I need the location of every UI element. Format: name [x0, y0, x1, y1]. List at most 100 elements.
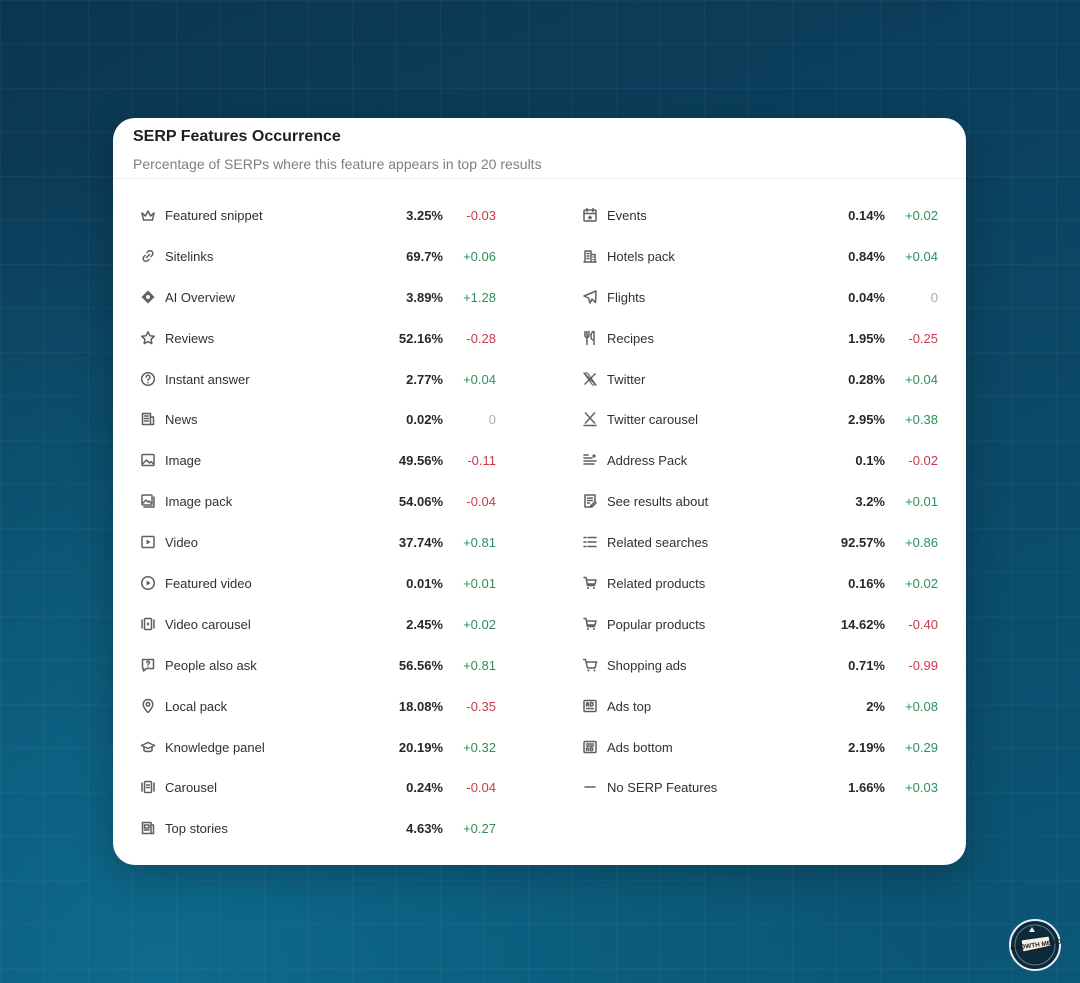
feature-row: Related searches 92.57% +0.86 [581, 522, 961, 563]
feature-change: -0.02 [908, 453, 938, 469]
feature-row: Video 37.74% +0.81 [139, 522, 519, 563]
feature-name: Image pack [165, 494, 233, 510]
feature-percent: 0.16% [848, 576, 885, 592]
feature-row: Twitter carousel 2.95% +0.38 [581, 399, 961, 440]
feature-change: -0.99 [908, 657, 938, 673]
feature-percent: 2% [866, 698, 885, 714]
list-icon [581, 533, 599, 551]
feature-name: Address Pack [607, 453, 688, 469]
feature-change: 0 [930, 289, 938, 305]
feature-percent: 0.04% [848, 289, 885, 305]
feature-percent: 0.01% [406, 576, 443, 592]
feature-row: Featured video 0.01% +0.01 [139, 563, 519, 604]
feature-name: No SERP Features [607, 780, 718, 796]
feature-name: Flights [607, 289, 646, 305]
feature-change: +0.38 [905, 412, 938, 428]
feature-row: Shopping ads 0.71% -0.99 [581, 645, 961, 686]
ad-bottom-icon [581, 738, 599, 756]
feature-percent: 0.14% [848, 208, 885, 223]
feature-row: Image 49.56% -0.11 [139, 440, 519, 481]
feature-name: Ads bottom [607, 739, 673, 755]
newspaper-icon [139, 410, 157, 428]
feature-row: Instant answer 2.77% +0.04 [139, 359, 519, 400]
feature-change: +1.28 [463, 289, 496, 305]
feature-row: Top stories 4.63% +0.27 [139, 808, 519, 849]
crown-icon [139, 206, 157, 224]
feature-change: -0.25 [908, 330, 938, 346]
feature-change: -0.28 [466, 330, 496, 346]
x-logo-icon [581, 370, 599, 388]
feature-change: +0.81 [463, 535, 496, 551]
feature-percent: 3.89% [406, 289, 443, 305]
growth-memo-logo: GROWTH MEMO [999, 918, 1069, 974]
serp-features-card: SERP Features Occurrence Percentage of S… [113, 118, 966, 865]
feature-name: Instant answer [165, 371, 250, 387]
feature-change: +0.32 [463, 739, 496, 755]
sparkle-icon [139, 288, 157, 306]
feature-percent: 18.08% [398, 698, 443, 714]
feature-name: Twitter carousel [607, 412, 699, 428]
feature-name: Reviews [165, 330, 215, 346]
feature-change: +0.08 [905, 698, 938, 714]
feature-percent: 49.56% [398, 453, 443, 469]
feature-row: Featured snippet 3.25% -0.03 [139, 195, 519, 236]
feature-row: Reviews 52.16% -0.28 [139, 318, 519, 359]
feature-percent: 92.57% [840, 535, 885, 551]
carousel-icon [139, 778, 157, 796]
feature-change: +0.29 [905, 739, 938, 755]
feature-row: Video carousel 2.45% +0.02 [139, 604, 519, 645]
star-icon [139, 329, 157, 347]
feature-change: +0.81 [463, 657, 496, 673]
feature-percent: 3.2% [855, 494, 885, 510]
feature-percent: 0.02% [406, 412, 443, 428]
plane-icon [581, 288, 599, 306]
feature-row: See results about 3.2% +0.01 [581, 481, 961, 522]
feature-change: +0.01 [905, 494, 938, 510]
cart-icon [581, 574, 599, 592]
feature-name: Featured snippet [165, 208, 263, 223]
feature-percent: 0.28% [848, 371, 885, 387]
feature-row: Knowledge panel 20.19% +0.32 [139, 727, 519, 768]
utensils-icon [581, 329, 599, 347]
feature-name: News [165, 412, 198, 428]
feature-row: Flights 0.04% 0 [581, 277, 961, 318]
feature-row: Address Pack 0.1% -0.02 [581, 440, 961, 481]
image-icon [139, 451, 157, 469]
feature-name: Featured video [165, 576, 252, 592]
features-column-right: Events 0.14% +0.02 Hotels pack 0.84% +0.04 Fli… [581, 195, 961, 808]
feature-row: Carousel 0.24% -0.04 [139, 767, 519, 808]
features-column-left: Featured snippet 3.25% -0.03 Sitelinks 69.7%… [139, 195, 519, 849]
feature-percent: 2.77% [406, 371, 443, 387]
feature-row: Sitelinks 69.7% +0.06 [139, 236, 519, 277]
feature-name: Carousel [165, 780, 218, 796]
map-pin-icon [139, 697, 157, 715]
feature-percent: 54.06% [398, 494, 443, 510]
feature-change: +0.03 [905, 780, 938, 796]
feature-row: People also ask 56.56% +0.81 [139, 645, 519, 686]
feature-percent: 1.66% [848, 780, 885, 796]
feature-row: No SERP Features 1.66% +0.03 [581, 767, 961, 808]
feature-name: Top stories [165, 821, 228, 837]
cart-icon [581, 615, 599, 633]
feature-row: Events 0.14% +0.02 [581, 195, 961, 236]
video-icon [139, 533, 157, 551]
feature-name: Hotels pack [607, 248, 675, 264]
feature-change: -0.11 [467, 453, 496, 469]
card-title: SERP Features Occurrence [133, 128, 341, 145]
feature-percent: 4.63% [406, 821, 443, 837]
address-icon [581, 451, 599, 469]
x-carousel-icon [581, 410, 599, 428]
feature-change: +0.04 [905, 371, 938, 387]
feature-name: Shopping ads [607, 657, 687, 673]
feature-name: People also ask [165, 657, 257, 673]
feature-change: 0 [488, 412, 496, 428]
feature-row: Related products 0.16% +0.02 [581, 563, 961, 604]
feature-name: Popular products [607, 616, 706, 632]
calendar-icon [581, 206, 599, 224]
feature-name: Related products [607, 576, 706, 592]
feature-name: Twitter [607, 371, 646, 387]
feature-name: Ads top [607, 698, 652, 714]
play-circle-icon [139, 574, 157, 592]
shopping-cart-icon [581, 656, 599, 674]
link-icon [139, 247, 157, 265]
